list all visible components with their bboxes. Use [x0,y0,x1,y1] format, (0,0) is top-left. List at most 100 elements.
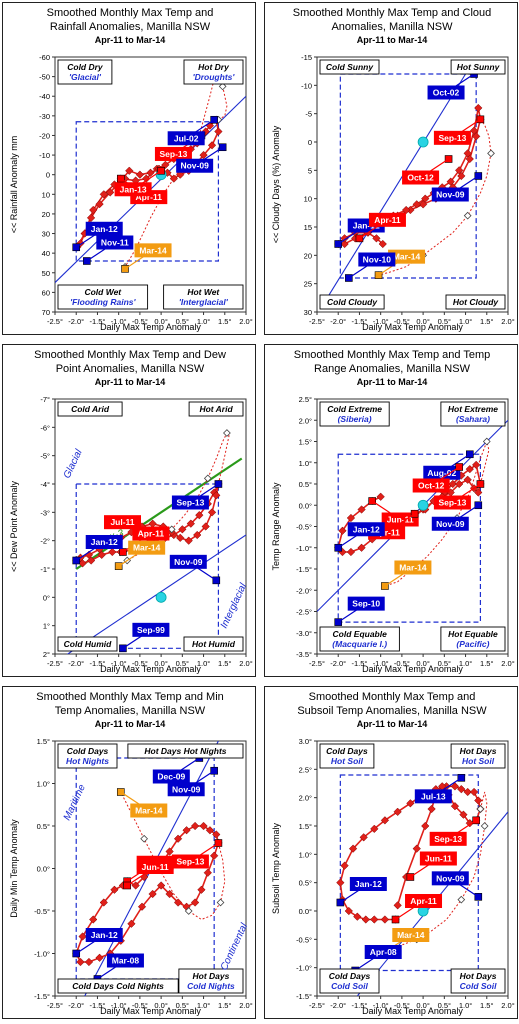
chart-title: Rainfall Anomalies, Manilla NSW [50,21,211,33]
series-point [195,511,204,520]
y-tick-label: -30 [39,112,50,121]
series-point [427,804,436,814]
x-tick-label: 0.0° [416,317,429,326]
series-point [459,810,468,819]
callout-box [394,560,432,575]
quadrant-label-box [440,626,506,652]
quadrant-label-box [445,294,506,310]
quadrant-label-box [450,968,506,994]
y-tick-label: -1° [40,565,50,574]
series-point [137,902,147,911]
series-point [463,149,472,158]
chart-subtitle: Apr-11 to Mar-14 [357,719,428,729]
y-tick-label: -4° [40,480,50,489]
quadrant-label: Cold Extreme [327,404,382,414]
series-point [201,522,210,531]
series-point [125,166,134,175]
x-tick-label: -2.0° [68,659,84,668]
series-point [450,802,460,811]
x-axis-label: Daily Max Temp Anomaly [100,322,201,332]
y-tick-label: 0 [46,171,50,180]
y-tick-label: -1.5° [296,565,312,574]
y-tick-label: -1.5° [34,992,50,1001]
x-tick-label: 1.5° [218,659,231,668]
y-tick-label: -0.5° [34,907,50,916]
x-tick-label: 1.5° [218,317,231,326]
series-point-open [140,834,148,843]
y-tick-label: -0.5° [296,523,312,532]
callout-label: Mar-14 [393,252,421,262]
series-point [99,898,108,907]
x-tick-label: -2.0° [68,1001,84,1010]
series-point [173,834,183,843]
series-point [463,475,472,484]
series-point [448,479,457,489]
series-point [465,819,474,828]
series-point [97,550,106,559]
quadrant-label-box [57,284,149,310]
y-tick-label: -1.0° [296,964,312,973]
chart-svg: Smoothed Monthly Max Temp and Subsoil Tem… [271,691,515,1016]
quadrant-label-box [319,401,390,427]
x-tick-label: -1.5° [89,659,105,668]
callout-box [349,877,387,891]
series-point-open [476,805,485,813]
x-tick-label: -1.0° [373,317,389,326]
callout-box [431,187,469,202]
callout-label: Mar-14 [139,245,167,255]
series-point [127,919,136,928]
callout-label: Oct-12 [407,173,434,183]
chart-panel-dew-point: Smoothed Monthly Max Temp and Dew Point A… [2,344,256,677]
series-point [161,160,170,170]
series-point [412,844,421,853]
callout-box [114,182,152,197]
quadrant-label-box [188,401,244,417]
quadrant-label: Cold Dry [67,62,104,72]
series-point [78,559,87,568]
callout-box [419,851,457,866]
callout-label: Nov-09 [180,161,209,171]
quadrant-label: Hot Days [460,746,497,756]
x-tick-label: -1.5° [89,317,105,326]
callout-box [433,130,471,145]
y-tick-label: 2.5° [299,765,312,774]
y-tick-label: 60 [42,288,50,297]
callout-label: Nov-09 [174,557,203,567]
x-tick-label: -2.5° [47,659,63,668]
quadrant-label-box [319,968,380,994]
callout-label: Nov-09 [436,190,465,200]
y-tick-label: 0.0° [299,907,312,916]
y-tick-label: 1.0° [299,459,312,468]
chart-title: Smoothed Monthly Max Temp and Temp [294,349,490,361]
series-point [380,915,390,924]
callout-label: Sep-13 [159,149,187,159]
series-point [212,491,221,500]
series-point-open [203,474,212,483]
callout-box [171,495,209,510]
quadrant-label: Hot Dry [198,62,230,72]
y-tick-label: 0° [43,593,50,602]
quadrant-label-box [183,59,244,85]
chart-svg: Smoothed Monthly Max Temp and Rainfall An… [9,7,253,332]
series-point [86,213,96,222]
series-point [353,912,362,921]
callout-label: Mar-14 [397,930,425,940]
series-point [110,885,119,894]
chart-title: Smoothed Monthly Max Temp and [309,691,476,703]
callout-label: Apr-11 [136,192,163,202]
callout-label: Apr-11 [373,527,400,537]
callout-box [85,221,123,236]
plot-area [316,740,509,997]
series-point [472,460,481,470]
series-point [457,785,466,794]
series-point [378,239,387,249]
series-point [469,126,479,135]
quadrant-label: (Pacific) [456,639,489,649]
quadrant-label: (Macquarie I.) [332,639,387,649]
origin-point [417,499,429,511]
series-point [340,239,349,249]
quadrant-label: Cold Days [67,746,109,756]
y-tick-label: -0.5° [296,935,312,944]
callout-label: Nov-10 [363,255,392,265]
chart-svg: Smoothed Monthly Max Temp and Min Temp An… [9,691,253,1016]
